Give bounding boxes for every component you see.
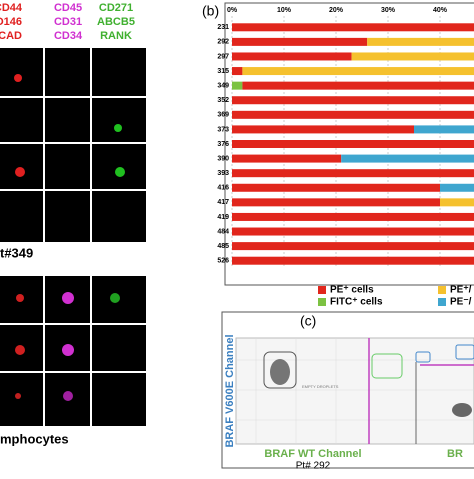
y-tick-label: 417: [217, 199, 229, 206]
legend-label: PE⁻/: [450, 297, 472, 308]
bar-segment: [232, 212, 474, 221]
marker-label: CD31: [54, 16, 82, 28]
x-tick-label: 30%: [381, 7, 396, 14]
y-tick-label: 485: [217, 243, 229, 250]
legend-swatch: [438, 298, 446, 306]
x-tick-label: 0%: [227, 7, 238, 14]
legend-label: PE⁺ cells: [330, 285, 374, 296]
marker-label: CD271: [99, 2, 133, 14]
bar-segment: [440, 198, 474, 207]
marker-label: aM/CD146: [0, 16, 22, 28]
y-tick-label: 349: [217, 82, 229, 89]
y-tick-label: 419: [217, 214, 229, 221]
bar-segment: [414, 125, 474, 134]
bar-segment: [232, 96, 474, 105]
grid-lines: [0, 48, 146, 426]
chart-frame: [224, 2, 474, 286]
bar-segment: [351, 52, 474, 61]
y-tick-label: 231: [217, 24, 229, 31]
legend-swatch: [318, 286, 326, 294]
y-tick-label: 390: [217, 155, 229, 162]
bar-segment: [232, 140, 474, 148]
marker-label: N-CAD: [0, 30, 22, 42]
bar-segment: [367, 37, 474, 46]
legend-label: PE⁺/: [450, 285, 472, 296]
lymphocytes-label: mphocytes: [0, 431, 69, 446]
y-axis-label: BRAF V600E Channel: [224, 334, 236, 447]
caption: Pt# 292: [296, 461, 331, 472]
y-tick-label: 376: [217, 141, 229, 148]
x-tick-label: 10%: [277, 7, 292, 14]
bar-segment: [232, 154, 342, 163]
y-tick-label: 526: [217, 258, 229, 265]
y-tick-label: 352: [217, 97, 229, 104]
bar-segment: [232, 125, 414, 134]
marker-label: ABCB5: [97, 16, 135, 28]
bar-segment: [242, 81, 474, 90]
bar-segment: [440, 183, 474, 192]
panel-label: (c): [300, 313, 316, 329]
y-tick-label: 297: [217, 53, 229, 60]
y-tick-label: 484: [217, 228, 229, 235]
bar-segment: [232, 169, 474, 178]
legend-swatch: [438, 286, 446, 294]
bar-segment: [232, 227, 474, 236]
x-axis-label: BRAF WT Channel: [264, 448, 361, 460]
bar-segment: [341, 154, 474, 163]
bar-segment: [232, 110, 474, 119]
bar-segment: [232, 67, 243, 76]
marker-label: CD45: [54, 2, 82, 14]
panel-a: CD44 aM/CD146 N-CAD CD45 CD31 CD34 CD271 ABCB5 R…: [0, 2, 146, 446]
svg-text:EMPTY DROPLETS: EMPTY DROPLETS: [302, 384, 339, 389]
bar-segment: [242, 67, 474, 76]
y-tick-label: 416: [217, 185, 229, 192]
panel-frame: [221, 311, 474, 469]
bar-segment: [232, 37, 368, 46]
bar-segment: [232, 198, 440, 207]
panel-label: (b): [202, 3, 219, 19]
bar-segment: [232, 242, 474, 251]
legend-swatch: [318, 298, 326, 306]
bar-segment: [232, 256, 474, 265]
bar-segment: [232, 52, 352, 61]
image-grid: [0, 48, 146, 242]
x-axis-label: BR: [447, 448, 463, 460]
y-tick-label: 292: [217, 39, 229, 46]
y-tick-label: 315: [217, 68, 229, 75]
marker-label: CD44: [0, 2, 23, 14]
marker-label: CD34: [54, 30, 83, 42]
y-tick-label: 393: [217, 170, 229, 177]
y-tick-label: 373: [217, 126, 229, 133]
bar-segment: [232, 23, 474, 32]
x-tick-label: 20%: [329, 7, 344, 14]
bar-segment: [232, 81, 243, 90]
y-tick-label: 369: [217, 112, 229, 119]
flow-plot: EMPTY DROPLETS: [235, 337, 474, 445]
patient-label: t#349: [0, 245, 33, 260]
marker-label: RANK: [100, 30, 132, 42]
x-tick-label: 40%: [433, 7, 448, 14]
bar-segment: [232, 183, 440, 192]
legend-label: FITC⁺ cells: [330, 297, 383, 308]
cells: [14, 74, 125, 401]
